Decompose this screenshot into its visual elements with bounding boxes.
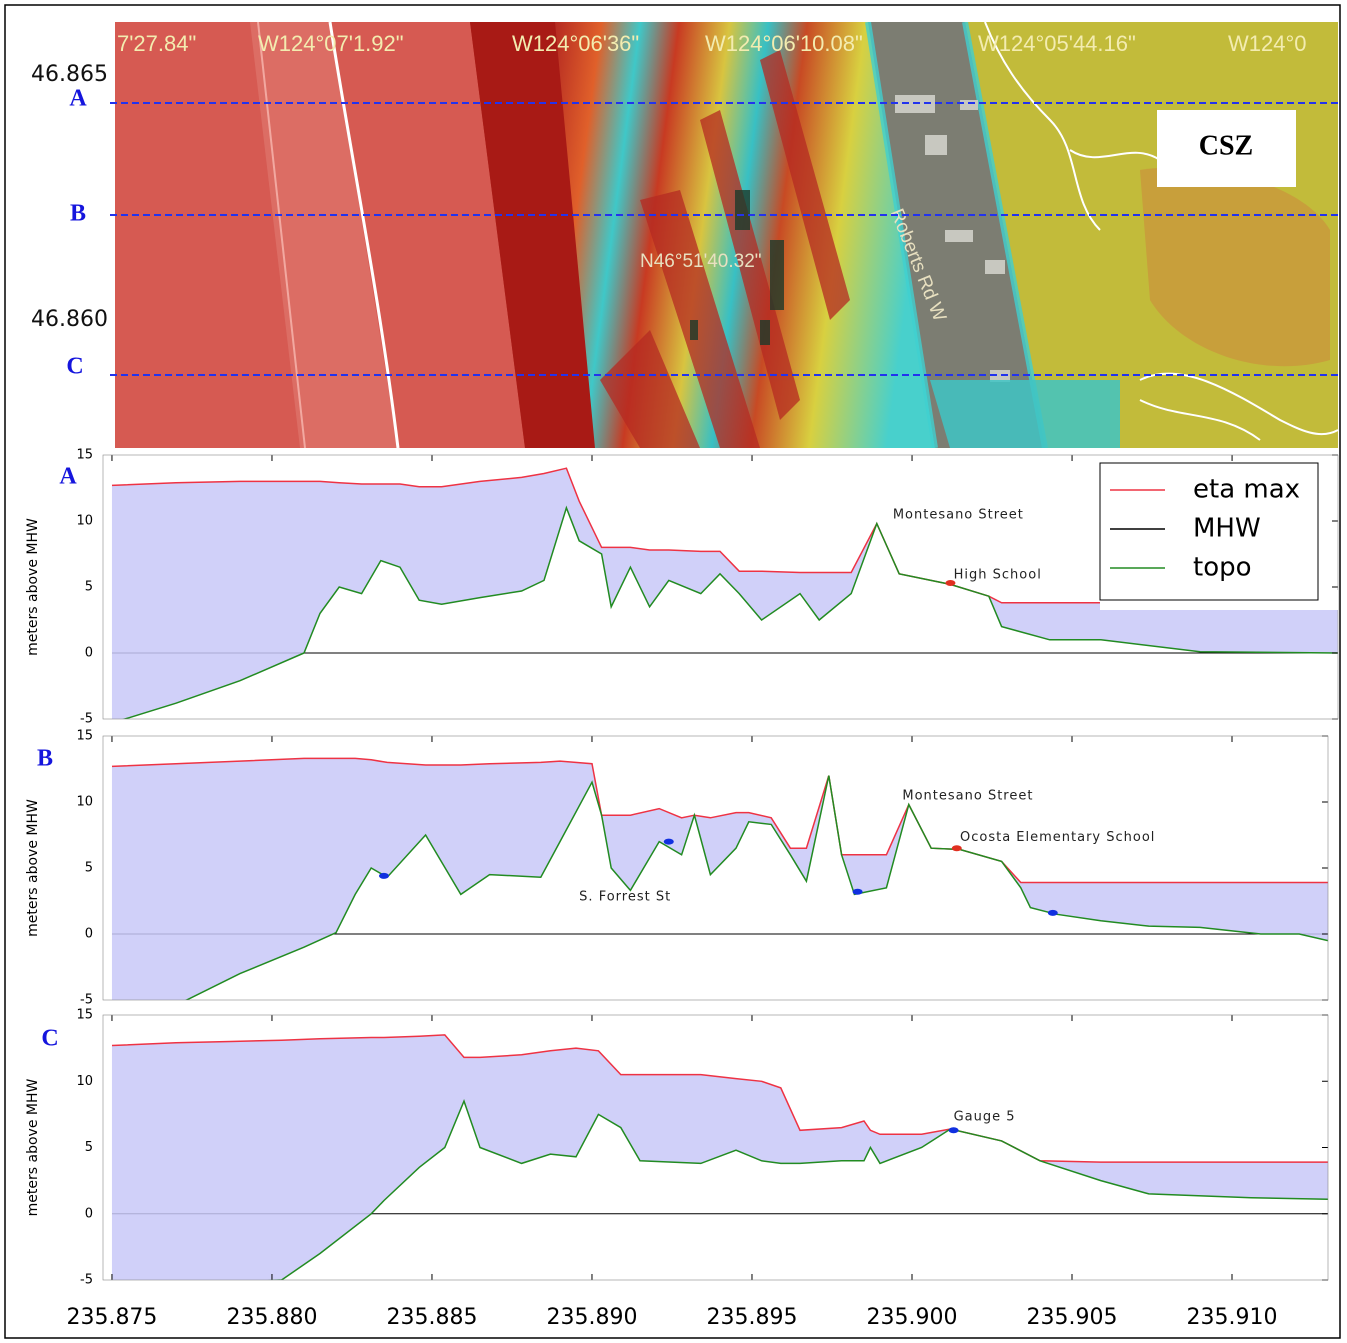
y-tick-label: 10	[76, 1074, 93, 1089]
legend-label: eta max	[1193, 475, 1300, 505]
annotation: Montesano Street	[902, 789, 1033, 804]
point-marker	[853, 889, 863, 895]
y-tick-label: 10	[76, 514, 93, 529]
lat-label: 46.860	[31, 307, 108, 332]
y-tick-label: 10	[76, 795, 93, 810]
x-tick-label: 235.880	[226, 1305, 317, 1330]
point-marker	[1048, 910, 1058, 916]
y-tick-label: 5	[85, 861, 93, 876]
y-tick-label: 0	[85, 646, 93, 661]
y-axis-label: meters above MHW	[25, 518, 41, 656]
scenario-label: CSZ	[1199, 130, 1253, 161]
annotation: Montesano Street	[893, 508, 1024, 523]
y-axis-label: meters above MHW	[25, 1079, 41, 1217]
legend-label: MHW	[1193, 514, 1261, 544]
y-tick-label: -5	[80, 993, 93, 1008]
y-tick-label: 0	[85, 1206, 93, 1221]
point-marker	[379, 873, 389, 879]
x-tick-label: 235.890	[546, 1305, 637, 1330]
y-tick-label: 5	[85, 1140, 93, 1155]
annotation: High School	[954, 568, 1042, 583]
section-label: C	[66, 354, 83, 380]
x-tick-label: 235.895	[706, 1305, 797, 1330]
y-tick-label: 15	[76, 1008, 93, 1023]
x-tick-label: 235.905	[1026, 1305, 1117, 1330]
panel-label: A	[59, 464, 77, 490]
inundation-fill	[112, 758, 1328, 1033]
inundation-fill	[112, 1035, 1328, 1307]
x-tick-label: 235.900	[866, 1305, 957, 1330]
point-marker	[949, 1127, 959, 1133]
section-label: B	[70, 201, 86, 227]
plot-area: Gauge 5	[112, 1035, 1328, 1307]
lon-label: W124°06'36"	[512, 31, 639, 56]
lon-label: W124°07'1.92"	[258, 31, 404, 56]
point-marker	[664, 839, 674, 845]
lat-label: 46.865	[31, 62, 108, 87]
annotation: Ocosta Elementary School	[960, 830, 1155, 845]
y-axis-label: meters above MHW	[25, 799, 41, 937]
map-inundation	[930, 380, 1120, 448]
annotation: Gauge 5	[954, 1110, 1016, 1125]
legend-label: topo	[1193, 553, 1252, 583]
x-tick-label: 235.875	[66, 1305, 157, 1330]
map: 7'27.84" W124°07'1.92" W124°06'36" W124°…	[115, 22, 1338, 448]
annotation: S. Forrest St	[579, 890, 671, 905]
y-tick-label: -5	[80, 1273, 93, 1288]
x-tick-label: 235.910	[1187, 1305, 1278, 1330]
y-tick-label: -5	[80, 712, 93, 727]
section-label: A	[69, 86, 87, 112]
y-tick-label: 15	[76, 448, 93, 463]
panel-label: C	[41, 1026, 58, 1052]
figure: 7'27.84" W124°07'1.92" W124°06'36" W124°…	[0, 0, 1347, 1343]
plot-area: Montesano Street Ocosta Elementary School…	[112, 758, 1328, 1033]
lon-label: W124°06'10.08"	[705, 31, 863, 56]
y-tick-label: 5	[85, 580, 93, 595]
point-marker	[952, 845, 962, 851]
lon-label: W124°05'44.16"	[978, 31, 1136, 56]
panel-label: B	[37, 746, 53, 772]
y-tick-label: 15	[76, 729, 93, 744]
place-label: N46°51'40.32"	[640, 251, 762, 272]
lon-label: 7'27.84"	[117, 31, 196, 56]
x-tick-label: 235.885	[386, 1305, 477, 1330]
y-tick-label: 0	[85, 927, 93, 942]
lon-label: W124°0	[1228, 31, 1307, 56]
